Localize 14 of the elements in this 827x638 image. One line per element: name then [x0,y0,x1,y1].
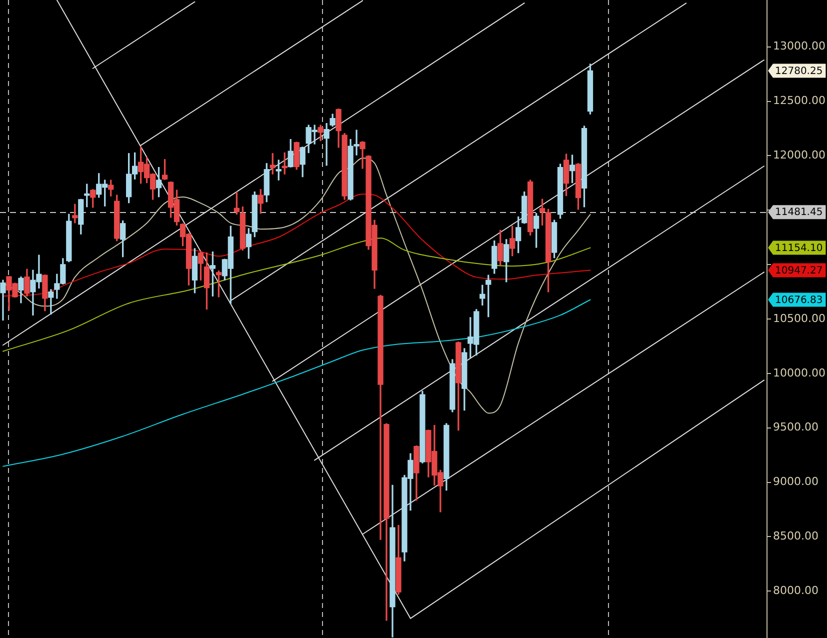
y-tick-label: 12500.00 [773,94,826,108]
text: 10947.27 [775,265,823,276]
y-tick-label: 8000.00 [773,584,818,598]
y-tick-label: 9000.00 [773,475,818,488]
y-tick-label: 9500.00 [773,420,818,434]
y-tick-label: 10500.00 [773,312,826,325]
y-tick-label: 10000.00 [773,366,826,380]
text: 11154.10 [775,242,823,254]
ref-line-label: 11481.45 [775,207,823,218]
y-tick-label: 13000.00 [773,40,826,53]
y-tick-label: 12000.00 [773,148,826,162]
text: 12780.25 [775,66,823,77]
y-tick-label: 8500.00 [773,530,818,543]
text: 10676.83 [775,294,823,306]
